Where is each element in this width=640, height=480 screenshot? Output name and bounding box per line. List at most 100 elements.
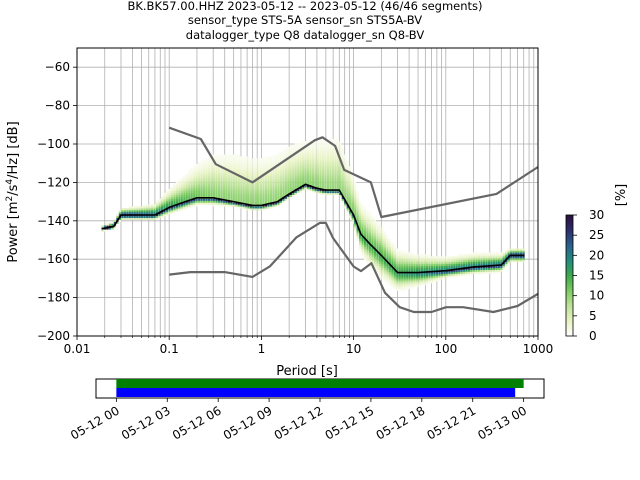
x-tick-label: 0.01	[64, 342, 91, 356]
psd-cell	[205, 190, 208, 194]
psd-cell	[403, 281, 406, 284]
psd-cell	[344, 167, 347, 171]
psd-cell	[173, 185, 176, 188]
psd-cell	[287, 187, 290, 190]
psd-cell	[185, 206, 188, 209]
psd-cell	[257, 206, 260, 209]
psd-cell	[396, 283, 399, 286]
psd-cell	[363, 210, 367, 213]
psd-cell	[252, 202, 255, 205]
psd-cell	[247, 194, 250, 197]
psd-cell	[242, 169, 245, 172]
psd-cell	[408, 279, 411, 282]
psd-cell	[324, 183, 327, 186]
psd-cell	[378, 240, 382, 244]
psd-cell	[257, 208, 260, 211]
psd-cell	[185, 198, 188, 201]
psd-cell	[351, 177, 354, 180]
psd-cell	[388, 258, 391, 261]
psd-cell	[386, 258, 389, 261]
psd-cell	[235, 169, 238, 172]
psd-cell	[388, 271, 391, 274]
psd-cell	[232, 187, 235, 190]
psd-cell	[334, 173, 337, 176]
psd-cell	[415, 275, 419, 278]
psd-cell	[383, 233, 387, 236]
psd-cell	[453, 265, 456, 268]
psd-cell	[207, 188, 211, 192]
psd-cell	[378, 269, 382, 272]
reference-lines	[102, 126, 538, 314]
psd-cell	[193, 204, 196, 207]
psd-cell	[363, 223, 367, 226]
psd-cell	[420, 275, 424, 278]
psd-cell	[289, 146, 292, 149]
psd-cell	[482, 256, 486, 259]
psd-cell	[450, 265, 453, 268]
psd-cell	[455, 261, 458, 265]
psd-cell	[403, 284, 406, 288]
psd-cell	[217, 202, 221, 205]
psd-cell	[272, 200, 275, 203]
psd-cell	[341, 152, 344, 155]
psd-cell	[282, 156, 285, 159]
psd-cell	[225, 188, 228, 192]
psd-cell	[354, 188, 357, 192]
psd-cell	[356, 212, 359, 215]
psd-cell	[289, 185, 292, 188]
psd-cell	[445, 258, 448, 261]
psd-cell	[255, 181, 258, 184]
psd-cell	[428, 265, 431, 268]
psd-cell	[339, 192, 342, 196]
psd-cell	[458, 275, 461, 278]
psd-cell	[443, 267, 446, 270]
psd-cell	[510, 250, 513, 253]
psd-cell	[329, 164, 332, 167]
psd-cell	[383, 244, 387, 247]
psd-cell	[406, 265, 409, 268]
psd-cell	[378, 267, 382, 270]
psd-cell	[210, 173, 213, 176]
psd-cell	[203, 194, 206, 197]
psd-cell	[349, 173, 352, 176]
psd-cell	[190, 204, 193, 207]
psd-cell	[351, 204, 354, 207]
psd-cell	[235, 171, 238, 174]
psd-cell	[282, 179, 285, 182]
psd-cell	[420, 263, 424, 267]
psd-cell	[200, 165, 203, 169]
psd-cell	[203, 165, 206, 169]
psd-cell	[210, 181, 213, 184]
psd-cell	[284, 160, 287, 163]
psd-cell	[133, 206, 136, 209]
psd-cell	[207, 183, 211, 186]
psd-cell	[420, 265, 424, 268]
psd-cell	[111, 223, 114, 226]
psd-cell	[215, 158, 218, 161]
psd-cell	[242, 156, 245, 159]
psd-cell	[361, 236, 364, 240]
psd-cell	[222, 190, 226, 194]
psd-cell	[393, 261, 396, 265]
psd-cell	[344, 187, 347, 190]
psd-cell	[406, 283, 409, 286]
psd-cell	[255, 192, 258, 196]
psd-cell	[217, 158, 221, 161]
psd-cell	[485, 252, 488, 255]
psd-cell	[423, 258, 426, 261]
psd-cell	[472, 256, 476, 259]
psd-cell	[235, 188, 238, 192]
psd-cell	[440, 275, 443, 278]
psd-cell	[262, 202, 265, 205]
psd-cell	[336, 162, 339, 165]
psd-cell	[502, 256, 505, 259]
psd-cell	[257, 171, 260, 174]
psd-cell	[458, 261, 461, 265]
psd-cell	[220, 160, 223, 163]
psd-cell	[386, 244, 389, 247]
psd-cell	[373, 223, 377, 226]
psd-cell	[146, 208, 149, 211]
psd-cell	[368, 235, 372, 238]
psd-cell	[282, 171, 285, 174]
psd-cell	[205, 183, 208, 186]
